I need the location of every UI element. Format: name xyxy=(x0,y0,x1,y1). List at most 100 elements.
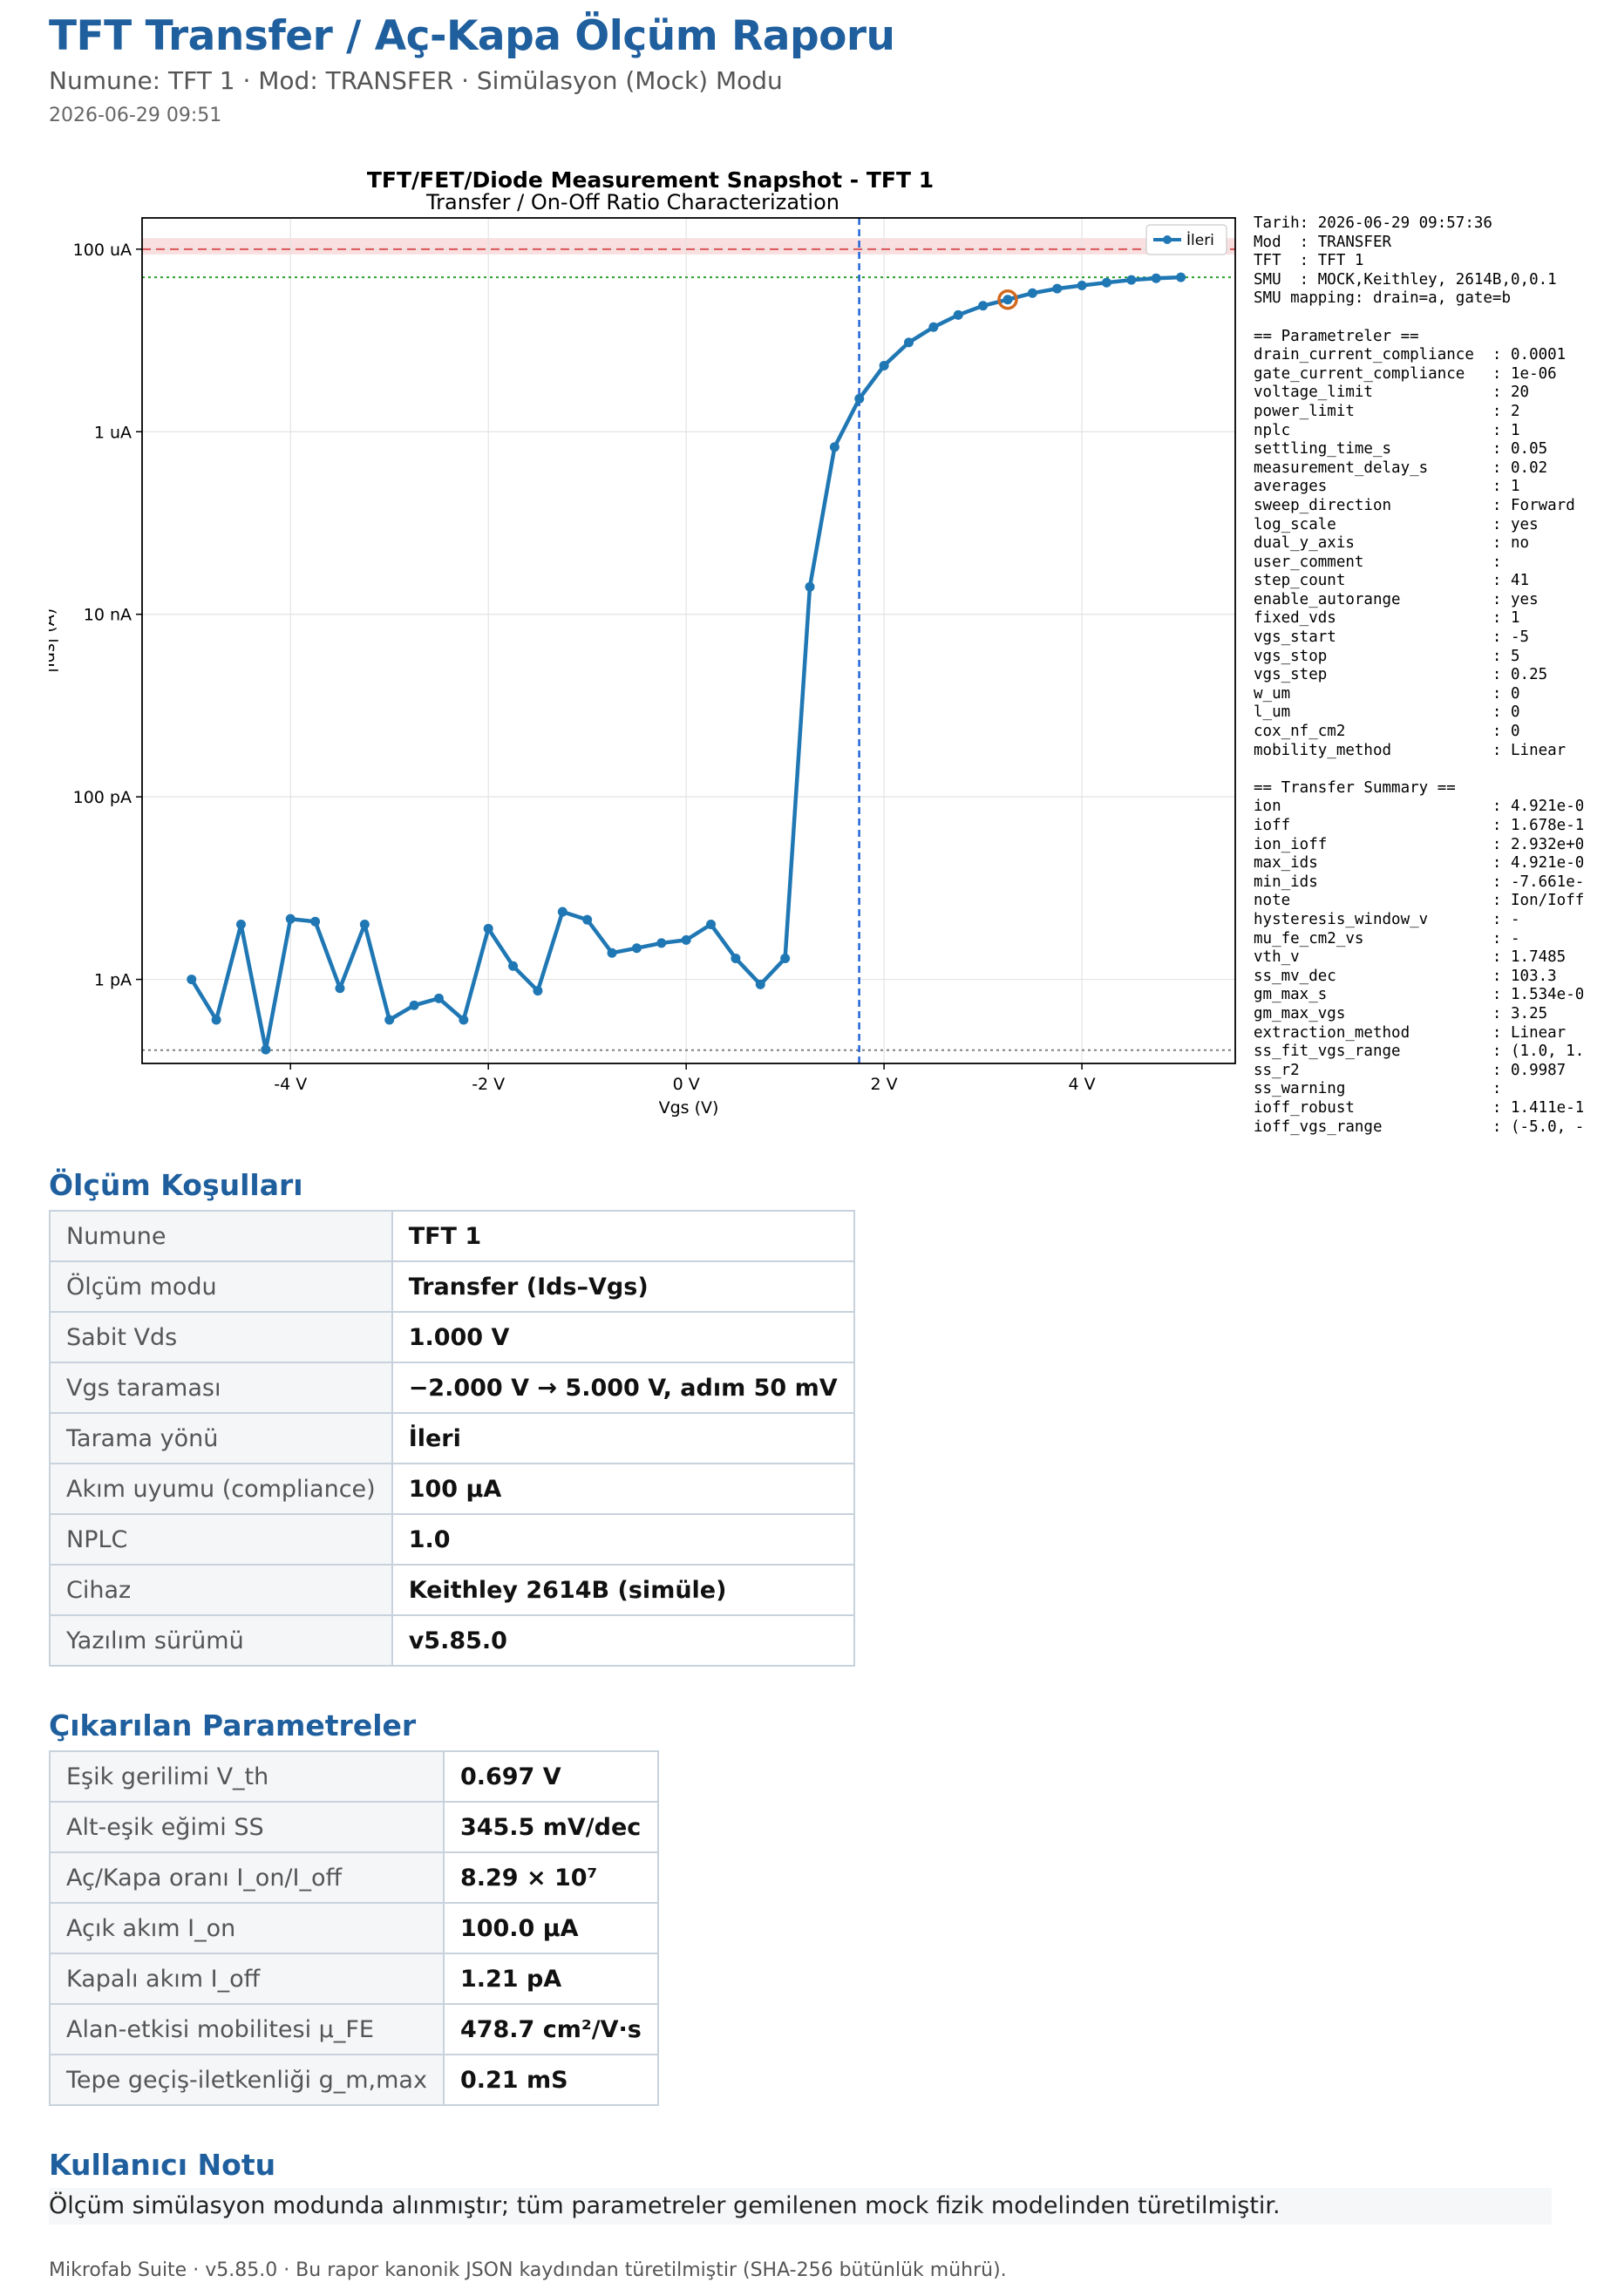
data-point xyxy=(1077,281,1087,291)
condition-value: 100 µA xyxy=(391,1463,855,1515)
data-point xyxy=(557,907,568,917)
data-point xyxy=(235,920,246,930)
side-info-line: vgs_stop : 5 xyxy=(1254,647,1520,665)
transfer-chart: -4 V -2 V 0 V 2 V 4 V 1 pA 100 pA 10 nA 1 uA 100 … xyxy=(49,217,1236,1117)
condition-key: NPLC xyxy=(49,1513,393,1566)
conditions-title: Ölçüm Koşulları xyxy=(49,1168,303,1202)
side-info-line: w_um : 0 xyxy=(1254,684,1520,703)
side-info-line: ss_mv_dec : 103.3 xyxy=(1254,967,1557,985)
condition-key: Cihaz xyxy=(49,1564,393,1616)
parameter-row: Eşik gerilimi V_th 0.697 V xyxy=(49,1750,659,1803)
x-tick-label: -2 V xyxy=(472,1075,505,1094)
side-info-line: settling_time_s : 0.05 xyxy=(1254,440,1548,459)
data-point xyxy=(681,934,691,945)
report-timestamp: 2026-06-29 09:51 xyxy=(49,105,222,126)
y-tick-label: 10 nA xyxy=(84,606,132,625)
data-point xyxy=(607,948,617,958)
data-point xyxy=(1176,272,1186,282)
parameter-key: Alt-eşik eğimi SS xyxy=(49,1801,445,1853)
side-info-line: note : Ion/Ioff xyxy=(1254,892,1583,910)
side-info-line: Tarih: 2026-06-29 09:57:36 xyxy=(1254,214,1492,232)
data-point xyxy=(582,914,593,925)
parameters-table: Eşik gerilimi V_th 0.697 V Alt-eşik eğimi … xyxy=(49,1750,659,2106)
condition-key: Yazılım sürümü xyxy=(49,1614,393,1667)
side-info-line: fixed_vds : 1 xyxy=(1254,609,1520,628)
condition-row: Cihaz Keithley 2614B (simüle) xyxy=(49,1564,855,1616)
side-info-line: enable_autorange : yes xyxy=(1254,590,1539,608)
data-point xyxy=(953,309,963,320)
side-info-line: Mod : TRANSFER xyxy=(1254,233,1392,251)
x-tick-label: 4 V xyxy=(1069,1075,1096,1094)
parameter-key: Kapalı akım I_off xyxy=(49,1953,445,2005)
legend-swatch-marker xyxy=(1163,235,1172,244)
data-point xyxy=(854,393,865,404)
side-info-line: SMU mapping: drain=a, gate=b xyxy=(1254,289,1512,308)
side-info-line: l_um : 0 xyxy=(1254,703,1520,722)
parameter-value: 0.21 mS xyxy=(442,2054,659,2106)
parameter-row: Tepe geçiş-iletkenliği g_m,max 0.21 mS xyxy=(49,2054,659,2106)
y-tick-label: 1 uA xyxy=(94,423,132,442)
condition-value: v5.85.0 xyxy=(391,1614,855,1667)
data-point xyxy=(656,938,667,948)
data-point xyxy=(706,920,717,930)
condition-row: Tarama yönü İleri xyxy=(49,1412,855,1464)
parameter-value: 100.0 µA xyxy=(442,1902,659,1954)
data-point xyxy=(261,1044,271,1055)
parameter-row: Kapalı akım I_off 1.21 pA xyxy=(49,1953,659,2005)
y-axis-label: |Ids| (A) xyxy=(49,608,58,673)
parameter-row: Alt-eşik eğimi SS 345.5 mV/dec xyxy=(49,1801,659,1853)
side-info-line: gm_max_vgs : 3.25 xyxy=(1254,1004,1548,1022)
condition-value: −2.000 V → 5.000 V, adım 50 mV xyxy=(391,1362,855,1414)
data-point xyxy=(1101,277,1111,288)
data-point xyxy=(409,1000,419,1010)
measurement-figure: TFT/FET/Diode Measurement Snapshot - TFT… xyxy=(49,157,1583,1142)
report-subtitle: Numune: TFT 1 · Mod: TRANSFER · Simülasy… xyxy=(49,66,783,95)
side-info-line: mobility_method : Linear xyxy=(1254,741,1567,759)
condition-value: Keithley 2614B (simüle) xyxy=(391,1564,855,1616)
condition-value: 1.000 V xyxy=(391,1311,855,1363)
figure-side-info: Tarih: 2026-06-29 09:57:36 Mod : TRANSFER… xyxy=(1254,214,1583,1142)
parameter-row: Aç/Kapa oranı I_on/I_off 8.29 × 10⁷ xyxy=(49,1851,659,1904)
data-point xyxy=(211,1015,221,1025)
figure-title: TFT/FET/Diode Measurement Snapshot - TFT… xyxy=(366,167,935,193)
x-tick-label: 2 V xyxy=(871,1075,898,1094)
parameter-row: Alan-etkisi mobilitesi µ_FE 478.7 cm²/V·s xyxy=(49,2003,659,2055)
data-point xyxy=(285,914,296,924)
side-info-line: == Parametreler == xyxy=(1254,327,1419,345)
x-tick-label: 0 V xyxy=(673,1075,700,1094)
side-info-line: extraction_method : Linear xyxy=(1254,1023,1567,1042)
y-tick-label: 100 pA xyxy=(73,788,132,807)
user-note-title: Kullanıcı Notu xyxy=(49,2148,276,2182)
condition-value: 1.0 xyxy=(391,1513,855,1566)
data-point xyxy=(483,923,493,934)
side-info-line: user_comment : xyxy=(1254,553,1502,571)
side-info-line: ss_warning : xyxy=(1254,1080,1502,1098)
data-point xyxy=(978,301,989,311)
parameters-title: Çıkarılan Parametreler xyxy=(49,1708,417,1742)
y-tick-label: 1 pA xyxy=(94,971,132,990)
condition-key: Tarama yönü xyxy=(49,1412,393,1464)
condition-value: İleri xyxy=(391,1412,855,1464)
condition-key: Ölçüm modu xyxy=(49,1260,393,1313)
parameter-row: Açık akım I_on 100.0 µA xyxy=(49,1902,659,1954)
side-info-line: gate_current_compliance : 1e-06 xyxy=(1254,364,1557,383)
side-info-line: averages : 1 xyxy=(1254,478,1520,496)
condition-row: NPLC 1.0 xyxy=(49,1513,855,1566)
side-info-line: ioff_vgs_range : (-5.0, -0 xyxy=(1254,1117,1583,1136)
legend-box xyxy=(1145,224,1227,255)
side-info-line: drain_current_compliance : 0.0001 xyxy=(1254,346,1567,364)
condition-key: Sabit Vds xyxy=(49,1311,393,1363)
data-point xyxy=(310,916,321,927)
condition-key: Numune xyxy=(49,1210,393,1262)
data-point xyxy=(805,581,815,592)
side-info-line: dual_y_axis : no xyxy=(1254,534,1530,553)
side-info-line: ioff_robust : 1.411e-12 xyxy=(1254,1098,1583,1117)
data-point xyxy=(187,975,197,985)
side-info-line: hysteresis_window_v : - xyxy=(1254,910,1520,928)
condition-row: Akım uyumu (compliance) 100 µA xyxy=(49,1463,855,1515)
data-point xyxy=(631,943,642,954)
side-info-line: vgs_start : -5 xyxy=(1254,628,1530,647)
legend-label: İleri xyxy=(1186,231,1214,249)
side-info-line: sweep_direction : Forward xyxy=(1254,496,1575,514)
data-point xyxy=(1027,288,1037,298)
